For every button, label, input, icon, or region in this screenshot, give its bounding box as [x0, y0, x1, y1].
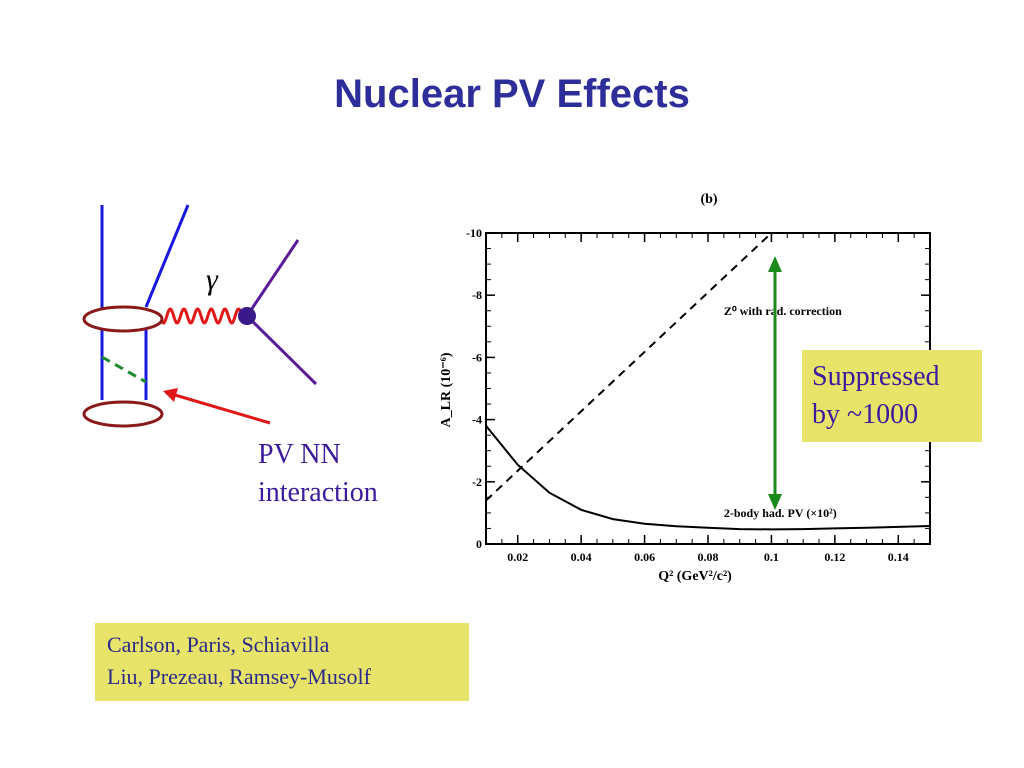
pointer-arrow	[163, 388, 271, 425]
y-tick-label: -2	[472, 475, 482, 489]
gamma-label: γ	[206, 263, 219, 296]
callout-line1: Suppressed	[812, 361, 940, 392]
photon-propagator	[158, 307, 244, 325]
annotation-z0: Z⁰ with rad. correction	[724, 304, 842, 318]
pv-label-line1: PV NN	[258, 439, 341, 470]
y-axis-ticks: 0 -2 -4 -6 -8 -10	[466, 226, 930, 551]
series-2body-line	[485, 425, 931, 531]
pv-label-line2: interaction	[258, 477, 378, 508]
pv-nn-label: PV NN interaction	[258, 436, 378, 512]
series-layer	[485, 232, 931, 531]
suppression-arrow	[768, 256, 782, 510]
references-box: Carlson, Paris, Schiavilla Liu, Prezeau,…	[95, 623, 469, 701]
x-tick-label: 0.14	[888, 550, 909, 564]
x-axis-label: Q² (GeV²/c²)	[658, 569, 732, 584]
callout-line2: by ~1000	[812, 399, 919, 430]
x-tick-label: 0.12	[824, 550, 845, 564]
annotation-2body: 2-body had. PV (×10²)	[724, 506, 837, 520]
x-tick-label: 0.1	[764, 550, 779, 564]
x-axis-ticks: 0.02 0.04 0.06 0.08 0.1 0.12 0.14	[507, 233, 909, 564]
asymmetry-chart: (b) 0.02 0.04 0.06 0.08 0.1 0.12 0.14 0 -2 -4 -6 -…	[439, 192, 931, 584]
annotation-layer: Z⁰ with rad. correction 2-body had. PV (×…	[724, 304, 842, 520]
y-tick-label: -4	[472, 413, 482, 427]
exchange-line	[101, 355, 147, 384]
nucleus-blob-bottom	[82, 400, 164, 428]
reference-line1: Carlson, Paris, Schiavilla	[107, 632, 330, 657]
slide-title: Nuclear PV Effects	[334, 72, 690, 116]
vertex-dot	[238, 307, 256, 325]
y-tick-label: -8	[472, 288, 482, 302]
series-z0-line	[485, 232, 773, 502]
nucleon-line-right	[144, 204, 190, 400]
panel-label: (b)	[700, 192, 717, 207]
y-tick-label: -10	[466, 226, 482, 240]
nucleus-blob-top	[82, 305, 164, 333]
reference-line2: Liu, Prezeau, Ramsey-Musolf	[107, 664, 371, 689]
lepton-lines	[245, 239, 318, 386]
y-tick-label: -6	[472, 350, 482, 364]
x-tick-label: 0.08	[698, 550, 719, 564]
x-tick-label: 0.02	[507, 550, 528, 564]
x-tick-label: 0.06	[634, 550, 655, 564]
suppression-callout: Suppressed by ~1000	[802, 350, 982, 442]
x-tick-label: 0.04	[571, 550, 592, 564]
y-tick-label: 0	[476, 537, 482, 551]
y-axis-label: A_LR (10⁻⁶)	[439, 352, 454, 427]
feynman-diagram: γ	[82, 204, 318, 428]
